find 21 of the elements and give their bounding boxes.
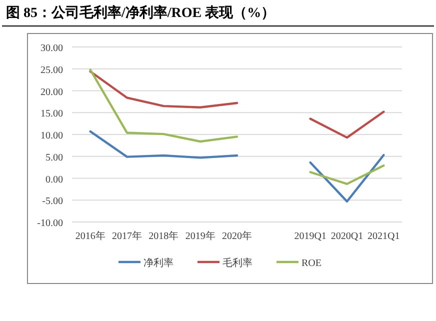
y-tick-label: 30.00	[40, 43, 63, 54]
y-tick-label: 15.00	[40, 108, 63, 120]
y-tick-label: 5.00	[46, 152, 63, 164]
x-tick-label: 2016年	[75, 230, 106, 242]
y-tick-label: 20.00	[40, 86, 63, 98]
x-tick-label: 2018年	[148, 230, 179, 242]
chart-title: 图 85：公司毛利率/净利率/ROE 表现（%）	[6, 4, 276, 21]
legend-label: 净利率	[144, 257, 174, 269]
y-tick-label: -5.00	[42, 196, 63, 208]
x-tick-label: 2019Q1	[294, 231, 326, 242]
y-tick-label: -10.00	[37, 218, 63, 229]
y-tick-label: 10.00	[40, 130, 63, 142]
x-tick-label: 2020年	[222, 230, 252, 242]
y-tick-label: 25.00	[40, 64, 63, 76]
y-tick-label: 0.00	[46, 174, 63, 186]
x-tick-label: 2019年	[185, 230, 216, 242]
x-tick-label: 2020Q1	[330, 231, 364, 242]
x-tick-label: 2017年	[112, 230, 142, 242]
x-tick-label: 2021Q1	[368, 231, 400, 242]
legend-label: 毛利率	[222, 257, 252, 269]
legend-label: ROE	[302, 258, 322, 269]
